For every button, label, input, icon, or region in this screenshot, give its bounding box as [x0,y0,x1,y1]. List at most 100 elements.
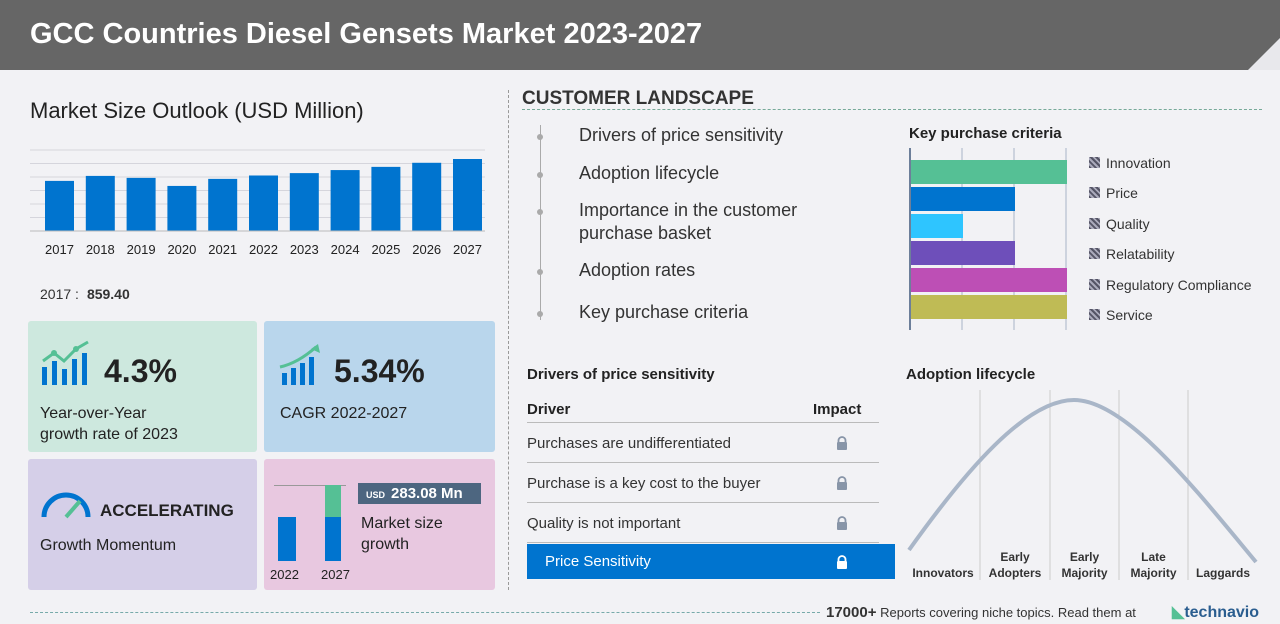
stage-label: Late [1141,550,1166,564]
driver-row[interactable]: Purchase is a key cost to the buyer [527,465,879,503]
kpc-bar [911,295,1067,319]
kpc-title: Key purchase criteria [909,125,1062,142]
growth-value-badge: USD 283.08 Mn [358,483,481,504]
page-title: GCC Countries Diesel Gensets Market 2023… [30,18,703,50]
bar-2024[interactable] [330,170,360,231]
drivers-title: Drivers of price sensitivity [527,366,715,383]
yoy-card: 4.3% Year-over-Year growth rate of 2023 [28,321,257,452]
selected-value: 2017 : 859.40 [40,286,130,302]
yoy-label-line1: Year-over-Year [40,405,147,422]
bar-2021[interactable] [208,178,238,231]
cagr-card: 5.34% CAGR 2022-2027 [264,321,495,452]
selected-amount: 859.40 [86,286,130,302]
x-tick-label: 2024 [331,242,360,257]
legend-swatch-icon [1089,187,1100,199]
stage-label: Adopters [989,566,1042,580]
kpc-legend-label: Service [1106,307,1153,323]
market-bar-chart: 2017 2018 2019 2020 2021 2022 2023 2024 2025 2026… [30,149,485,257]
lock-icon [837,516,847,530]
momentum-card: ACCELERATING Growth Momentum [28,459,257,590]
lock-icon [837,555,847,569]
legend-swatch-icon [1089,217,1100,229]
growth-card: 2022 2027 USD 283.08 Mn Market size growth [264,459,495,590]
x-tick-label: 2020 [167,242,196,257]
footer-divider [30,612,820,613]
logo-text: technavio [1184,604,1259,621]
legend-swatch-icon [1089,278,1100,290]
kpc-bar [911,241,1015,265]
yoy-value: 4.3% [104,353,177,389]
growth-label-line2: growth [361,536,410,553]
yoy-label-line2: growth rate of 2023 [40,426,178,443]
stage-label: Innovators [912,566,974,580]
x-tick-label: 2021 [208,242,237,257]
corner-fold [1248,38,1280,70]
price-sensitivity-row[interactable]: Price Sensitivity [527,544,895,579]
landscape-item[interactable]: Key purchase criteria [579,302,749,322]
kpc-legend-label: Price [1106,185,1138,202]
growth-label: Market size growth [361,513,443,555]
bar-2027 [325,517,341,561]
impact-col: Impact [813,401,862,418]
legend-swatch-icon [1089,248,1100,260]
footer-count: 17000+ [826,604,877,621]
bar-2023[interactable] [289,173,319,231]
year-end: 2027 [321,567,350,582]
landscape-item[interactable]: Adoption rates [579,260,696,280]
legend-swatch-icon [1089,309,1100,320]
driver-row[interactable]: Purchases are undifferentiated [527,425,879,463]
kpc-legend-label: Innovation [1106,155,1171,171]
bar-2026[interactable] [412,162,442,231]
bullet [537,172,543,178]
drivers-header: Driver Impact [527,391,879,423]
cagr-label: CAGR 2022-2027 [280,405,408,422]
kpc-bar [911,268,1067,292]
x-tick-label: 2027 [453,242,482,257]
bar-2019[interactable] [126,177,156,231]
driver-label: Purchase is a key cost to the buyer [527,475,761,492]
speedometer-icon [41,492,91,519]
growth-value: 283.08 Mn [391,485,463,502]
yoy-label: Year-over-Year growth rate of 2023 [40,403,178,445]
x-tick-label: 2017 [45,242,74,257]
kpc-bar [911,214,963,238]
kpc-legend-item: Quality [1089,216,1150,232]
bar-growth [325,485,341,517]
technavio-logo[interactable]: ◣technavio [1172,602,1259,622]
bar-2020[interactable] [167,185,197,231]
bar-2022[interactable] [249,175,278,231]
landscape-item[interactable]: Importance in the customer purchase baske… [579,199,797,245]
x-tick-label: 2022 [249,242,278,257]
bar-2027[interactable] [453,159,482,231]
kpc-bar [911,160,1067,184]
bar-2017[interactable] [45,180,74,231]
kpc-legend-item: Regulatory Compliance [1089,277,1252,293]
footer: 17000+ Reports covering niche topics. Re… [826,604,1136,621]
growth-chart-icon [42,340,89,385]
growth-label-line1: Market size [361,515,443,532]
section-divider [508,90,509,590]
landscape-item[interactable]: Drivers of price sensitivity [579,125,784,145]
driver-label: Purchases are undifferentiated [527,435,732,452]
legend-swatch-icon [1089,157,1100,168]
bar-2018[interactable] [85,175,115,231]
adoption-title: Adoption lifecycle [906,366,1036,383]
kpc-legend-item: Service [1089,307,1153,323]
driver-label: Quality is not important [527,515,681,532]
bar-2025[interactable] [371,166,401,231]
kpc-chart [909,148,1067,330]
bullet [537,269,543,275]
adoption-curve [907,397,1258,564]
footer-text: Reports covering niche topics. Read them… [880,605,1136,620]
landscape-item[interactable]: Adoption lifecycle [579,163,720,183]
driver-row[interactable]: Quality is not important [527,505,879,543]
kpc-legend-label: Regulatory Compliance [1106,276,1252,293]
kpc-legend-label: Relatability [1106,246,1175,263]
bullet [537,209,543,215]
driver-col: Driver [527,401,571,418]
kpc-bar [911,187,1015,211]
x-tick-label: 2025 [371,242,400,257]
header: GCC Countries Diesel Gensets Market 2023… [0,0,1280,70]
customer-landscape-title: CUSTOMER LANDSCAPE [522,88,754,109]
kpc-legend-label: Quality [1106,215,1150,232]
